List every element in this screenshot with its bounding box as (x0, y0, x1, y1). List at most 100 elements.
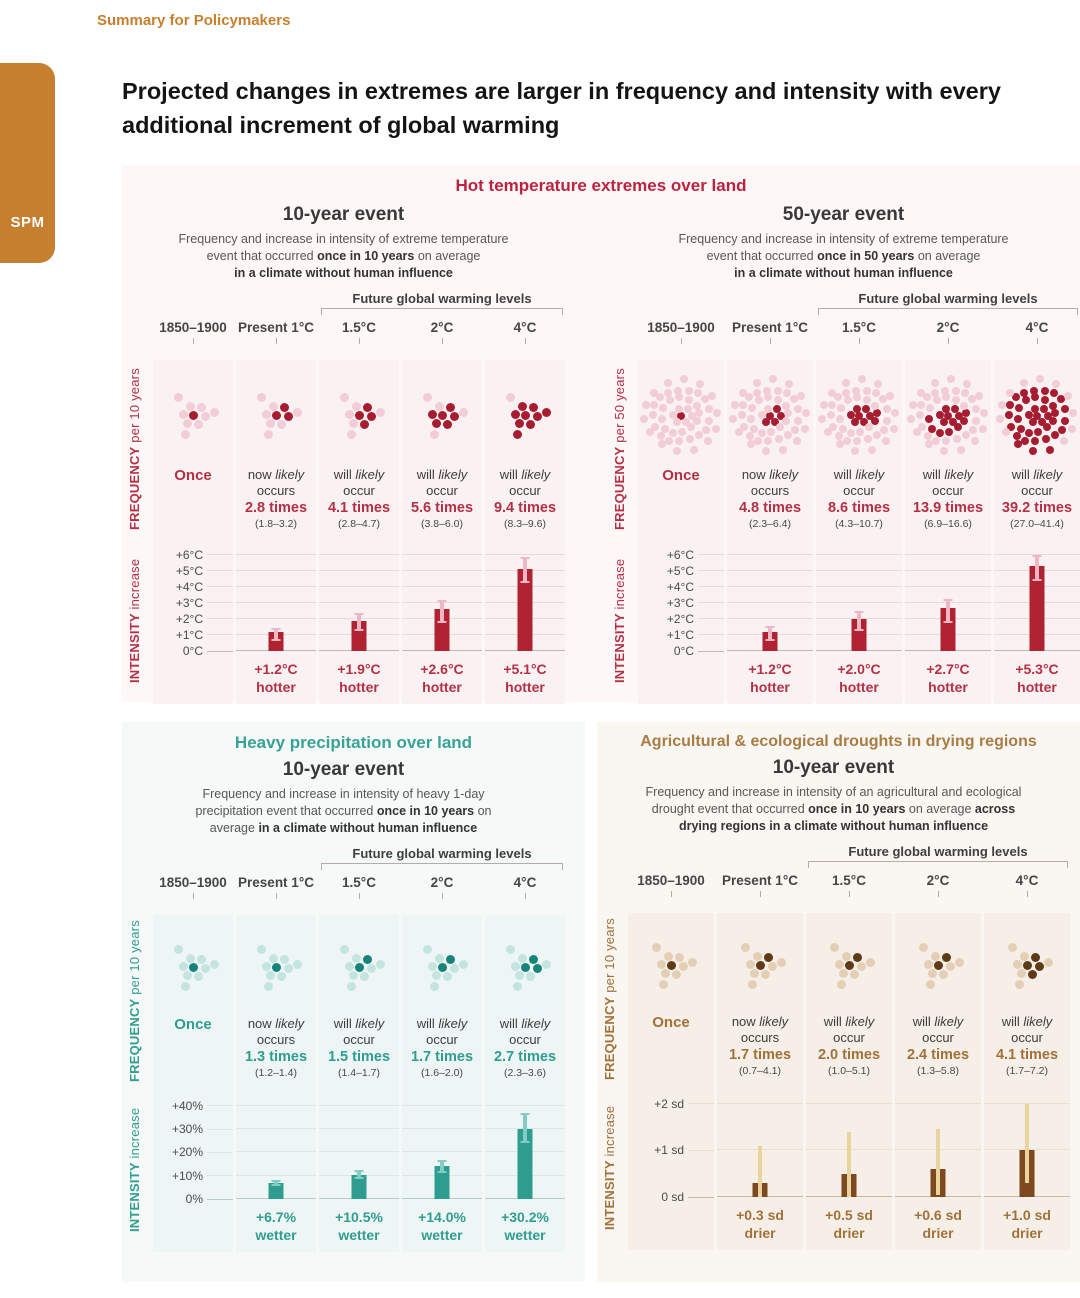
frequency-range: (2.3–6.4) (748, 517, 792, 530)
frequency-dot (450, 412, 460, 421)
axis-tick-row: +5°C (176, 564, 233, 578)
frequency-dot (861, 405, 870, 414)
frequency-dot (881, 436, 890, 445)
column-headers-row: 1850–1900 Present 1°C 1.5°C 2°C 4°C (607, 320, 1080, 344)
frequency-dot (737, 411, 746, 420)
frequency-range: (1.6–2.0) (420, 1066, 464, 1079)
frequency-dot (844, 961, 854, 970)
frequency-text-block: now likely occurs 1.3 times (1.2–1.4) (236, 1016, 316, 1086)
frequency-text-block: will likely occur 5.6 times (3.8–6.0) (402, 467, 482, 537)
frequency-dot (339, 392, 349, 402)
frequency-dot (744, 393, 753, 402)
frequency-dot (762, 447, 771, 456)
bar-label-word: drier (1011, 1224, 1043, 1241)
frequency-dot (754, 395, 763, 404)
frequency-once-label: Once (662, 467, 700, 484)
column-card: now likely occurs 1.3 times (1.2–1.4) +6.7% w… (236, 915, 316, 1252)
axis-gridline-stub (207, 1151, 233, 1153)
frequency-dot (1014, 979, 1024, 989)
frequency-dot (930, 952, 940, 962)
frequency-dot (351, 954, 361, 964)
frequency-dot (962, 379, 971, 388)
panel-heavy-precipitation: Heavy precipitation over land 10-year ev… (122, 722, 585, 1282)
error-bar (946, 599, 950, 623)
axis-tick-row: +2°C (176, 612, 233, 626)
frequency-dot (263, 981, 273, 991)
frequency-dot (746, 415, 755, 424)
frequency-dot (962, 431, 971, 440)
frequency-dot (763, 404, 772, 413)
error-bar-cap (1032, 555, 1042, 558)
columns-body-row: FREQUENCY per 10 years INTENSITY increase… (597, 913, 1070, 1250)
frequency-dot (663, 952, 673, 962)
frequency-dot (1039, 405, 1048, 414)
intensity-bar-label: +1.0 sd drier (984, 1207, 1070, 1242)
frequency-dot (1043, 958, 1053, 968)
bar-label-value: +1.2°C (254, 661, 298, 677)
frequency-dot (1050, 388, 1059, 397)
axis-tick-label: +2°C (666, 611, 694, 626)
axis-tick-row: +20% (172, 1145, 233, 1159)
frequency-dot (687, 412, 696, 421)
frequency-dot (1022, 961, 1032, 970)
frequency-dot (704, 405, 713, 414)
frequency-dot (885, 391, 894, 400)
gridline (236, 1151, 316, 1153)
gridline (994, 553, 1080, 555)
columns-body-row: FREQUENCY per 50 years INTENSITY increase… (607, 360, 1080, 704)
intensity-axis-label: INTENSITY increase (127, 1107, 142, 1232)
axis-label-gutter: FREQUENCY per 10 years INTENSITY increase (124, 915, 150, 1252)
panel-title-precipitation: Heavy precipitation over land (234, 733, 473, 752)
frequency-text-block: Once (153, 467, 233, 537)
bracket-spacer (153, 846, 233, 872)
frequency-dot-cluster (236, 364, 316, 467)
gridline (402, 1151, 482, 1153)
frequency-dot (271, 963, 281, 972)
bar-label-value: +1.9°C (337, 661, 381, 677)
frequency-dot (867, 446, 876, 455)
bar-label-value: +6.7% (255, 1209, 297, 1225)
axis-tick-row: 0% (186, 1192, 233, 1206)
gridline (806, 1102, 892, 1104)
intensity-axis-label: INTENSITY increase (127, 558, 142, 684)
frequency-dot (792, 436, 801, 445)
frequency-dot (870, 401, 879, 410)
frequency-dot (855, 411, 863, 420)
frequency-dot (907, 414, 916, 423)
frequency-dot (745, 960, 755, 969)
frequency-dot (839, 968, 849, 978)
intensity-chart-area: +6°C +5°C +4°C +3°C +2°C +1°C 0°C (638, 545, 724, 658)
frequency-range: (1.8–3.2) (254, 517, 298, 530)
frequency-times-value: 39.2 times (1001, 499, 1073, 516)
frequency-dot (891, 408, 900, 417)
frequency-dot (1038, 418, 1047, 427)
dot-cluster-box (643, 938, 699, 994)
frequency-dot (188, 411, 198, 420)
frequency-times-value: 8.6 times (827, 499, 891, 516)
frequency-dot (268, 402, 278, 412)
frequency-times-value: 13.9 times (912, 499, 984, 516)
frequency-dot (730, 401, 739, 410)
frequency-dot (776, 423, 785, 432)
intensity-bar-label: +2.0°C hotter (816, 661, 902, 696)
frequency-dot (954, 958, 964, 968)
frequency-dot (924, 440, 933, 449)
frequency-lead-text: will likely occur (833, 467, 885, 498)
column-card: will likely occur 13.9 times (6.9–16.6) +2.7… (905, 360, 991, 704)
frequency-dot (646, 428, 654, 437)
column-card: will likely occur 2.4 times (1.3–5.8) +0.6 s… (895, 913, 981, 1250)
column-header: Present 1°C (236, 320, 316, 344)
axis-gridline-stub (207, 1105, 233, 1107)
frequency-dot (183, 418, 193, 428)
subpanel-hot-10-year-event: 10-year event Frequency and increase in i… (122, 198, 565, 704)
column-headers-row: 1850–1900 Present 1°C 1.5°C 2°C 4°C (122, 320, 565, 344)
gridline (319, 585, 399, 587)
frequency-dot (784, 409, 793, 418)
frequency-dot (422, 392, 432, 402)
dot-cluster-box (331, 388, 387, 444)
frequency-dot (520, 411, 530, 420)
frequency-dot-cluster (905, 364, 991, 467)
frequency-lead-text: will likely occur (1011, 467, 1063, 498)
axis-gridline-stub (207, 1198, 233, 1200)
frequency-times-value: 5.6 times (410, 499, 474, 516)
